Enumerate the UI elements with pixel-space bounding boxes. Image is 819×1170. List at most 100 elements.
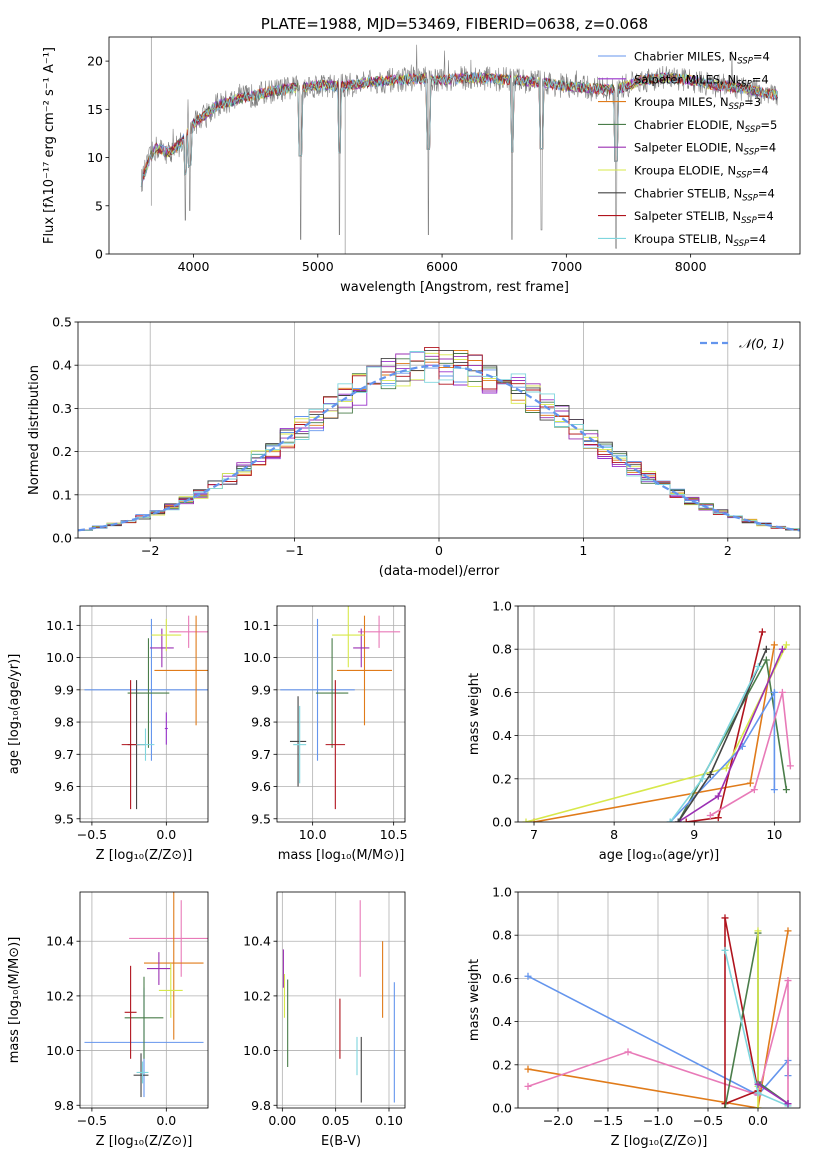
series-marker-3-2 — [782, 786, 790, 794]
y-tick-label-3: 10.4 — [46, 934, 74, 949]
y-tick-label-6: 10.1 — [46, 618, 74, 633]
y-tick-label-0: 9.5 — [251, 811, 271, 826]
plot-area-4 — [522, 628, 794, 822]
y-tick-label-3: 15 — [87, 102, 103, 117]
series-line-3 — [724, 917, 759, 1108]
y-tick-label-4: 9.9 — [54, 682, 74, 697]
y-tick-label-5: 0.5 — [52, 315, 72, 330]
y-tick-label-3: 9.8 — [54, 715, 74, 730]
series-marker-6-1 — [714, 792, 722, 800]
series-marker-3-1 — [762, 656, 770, 664]
axes-frame-2 — [79, 605, 209, 823]
x-tick-label-1: 8 — [610, 827, 618, 842]
y-axis-label-0: Flux [fλ10⁻¹⁷ erg cm⁻² s⁻¹ A⁻¹] — [42, 47, 57, 244]
y-tick-label-4: 0.4 — [52, 358, 72, 373]
plot-area-5 — [84, 892, 208, 1098]
x-axis-label-5: Z [log₁₀(Z/Z⊙)] — [96, 1134, 193, 1149]
plot-area-0 — [140, 37, 778, 254]
y-tick-label-4: 20 — [87, 54, 103, 69]
x-tick-label-0: 4000 — [178, 259, 210, 274]
series-marker-2-0 — [524, 1082, 532, 1090]
y-tick-label-1: 9.6 — [54, 779, 74, 794]
series-marker-7-1 — [706, 770, 714, 778]
axes-frame-0 — [108, 36, 801, 255]
series-marker-5-3 — [786, 762, 794, 770]
x-tick-label-0: 10.0 — [299, 827, 327, 842]
series-line-5 — [709, 692, 792, 817]
y-tick-label-2: 10.2 — [243, 988, 271, 1003]
chart-title-0: PLATE=1988, MJD=53469, FIBERID=0638, z=0… — [261, 15, 648, 33]
x-tick-label-1: 5000 — [302, 259, 334, 274]
series-marker-5-0 — [754, 1104, 762, 1108]
x-tick-label-1: −1 — [285, 543, 303, 558]
x-axis-label-6: E(B-V) — [321, 1134, 361, 1149]
series-marker-6-0 — [721, 946, 729, 954]
x-tick-label-4: 8000 — [675, 259, 707, 274]
series-marker-6-2 — [778, 645, 786, 653]
panel-6: 0.00 0.05 0.10 9.8 10.0 10.2 10.4 E(B-V) — [243, 891, 406, 1149]
y-tick-label-3: 0.3 — [52, 401, 72, 416]
series-line-4 — [669, 689, 776, 822]
series-marker-5-1 — [750, 786, 758, 794]
y-tick-label-2: 0.2 — [52, 444, 72, 459]
legend-label-2: Kroupa MILES, NSSP=3 — [634, 95, 761, 112]
series-marker-5-1 — [754, 927, 762, 935]
y-tick-label-4: 9.9 — [251, 682, 271, 697]
y-tick-label-4: 0.8 — [492, 642, 512, 657]
x-tick-label-2: −1.0 — [643, 1113, 673, 1128]
series-marker-8-0 — [666, 818, 674, 822]
y-tick-label-1: 9.6 — [251, 779, 271, 794]
series-marker-7-0 — [674, 818, 682, 822]
series-marker-0-0 — [524, 972, 532, 980]
y-tick-label-2: 0.4 — [492, 1014, 512, 1029]
series-line-7 — [757, 1083, 789, 1105]
series-marker-1-1 — [714, 814, 722, 822]
model-line-8 — [140, 71, 778, 187]
panel-3: 10.0 10.5 9.5 9.6 9.7 9.8 9.9 10.0 10.1 mass [log… — [243, 605, 408, 863]
y-tick-label-1: 10.0 — [46, 1043, 74, 1058]
x-tick-label-2: 9 — [690, 827, 698, 842]
series-marker-1-2 — [784, 927, 792, 935]
plot-area-7 — [524, 914, 792, 1108]
x-axis-label-2: Z [log₁₀(Z/Z⊙)] — [96, 848, 193, 863]
series-marker-7-1 — [784, 1100, 792, 1108]
series-line-1 — [527, 930, 789, 1108]
legend-label-7: Salpeter STELIB, NSSP=4 — [634, 209, 774, 226]
legend-label-4: Salpeter ELODIE, NSSP=4 — [634, 141, 776, 158]
legend-label-1: Salpeter MILES, NSSP=4 — [634, 72, 769, 89]
y-tick-label-2: 9.7 — [251, 747, 271, 762]
x-tick-label-2: 0.10 — [375, 1113, 403, 1128]
legend-label-5: Kroupa ELODIE, NSSP=4 — [634, 164, 769, 181]
x-tick-label-0: 0.00 — [268, 1113, 296, 1128]
panel-2: −0.5 0.0 9.5 9.6 9.7 9.8 9.9 10.0 10.1 Z [log₁₀(Z… — [7, 605, 209, 863]
normal-curve — [78, 364, 800, 532]
y-tick-label-3: 9.8 — [251, 715, 271, 730]
series-marker-5-0 — [706, 812, 714, 820]
plot-area-2 — [84, 615, 208, 810]
series-marker-4-3 — [770, 786, 778, 794]
axes-frame-1 — [77, 321, 801, 539]
series-marker-2-3 — [784, 977, 792, 985]
x-axis-label-4: age [log₁₀(age/yr)] — [599, 848, 720, 863]
x-tick-label-1: 0.0 — [156, 1113, 176, 1128]
legend-label-3: Chabrier ELODIE, NSSP=5 — [634, 118, 777, 135]
legend-label-0: Chabrier MILES, NSSP=4 — [634, 50, 770, 67]
y-tick-label-6: 10.1 — [243, 618, 271, 633]
legend-label-normal: 𝒩(0, 1) — [739, 336, 785, 351]
series-marker-3-1 — [721, 914, 729, 922]
y-axis-label-4: mass weight — [467, 673, 482, 755]
panel-0: 4000 5000 6000 7000 8000 0 5 10 15 20 wavelength [… — [42, 15, 801, 295]
x-tick-label-0: −2.0 — [543, 1113, 573, 1128]
y-tick-label-1: 0.2 — [492, 771, 512, 786]
y-tick-label-0: 9.5 — [54, 811, 74, 826]
series-marker-1-2 — [758, 628, 766, 636]
x-tick-label-1: 0.0 — [156, 827, 176, 842]
series-marker-6-1 — [754, 1089, 762, 1097]
x-tick-label-0: −2 — [141, 543, 159, 558]
y-tick-label-3: 0.6 — [492, 971, 512, 986]
x-tick-label-3: −0.5 — [693, 1113, 723, 1128]
legend-label-6: Chabrier STELIB, NSSP=4 — [634, 186, 775, 203]
y-axis-label-5: mass [log₁₀(M/M⊙)] — [7, 937, 22, 1064]
series-marker-7-0 — [754, 1080, 762, 1088]
